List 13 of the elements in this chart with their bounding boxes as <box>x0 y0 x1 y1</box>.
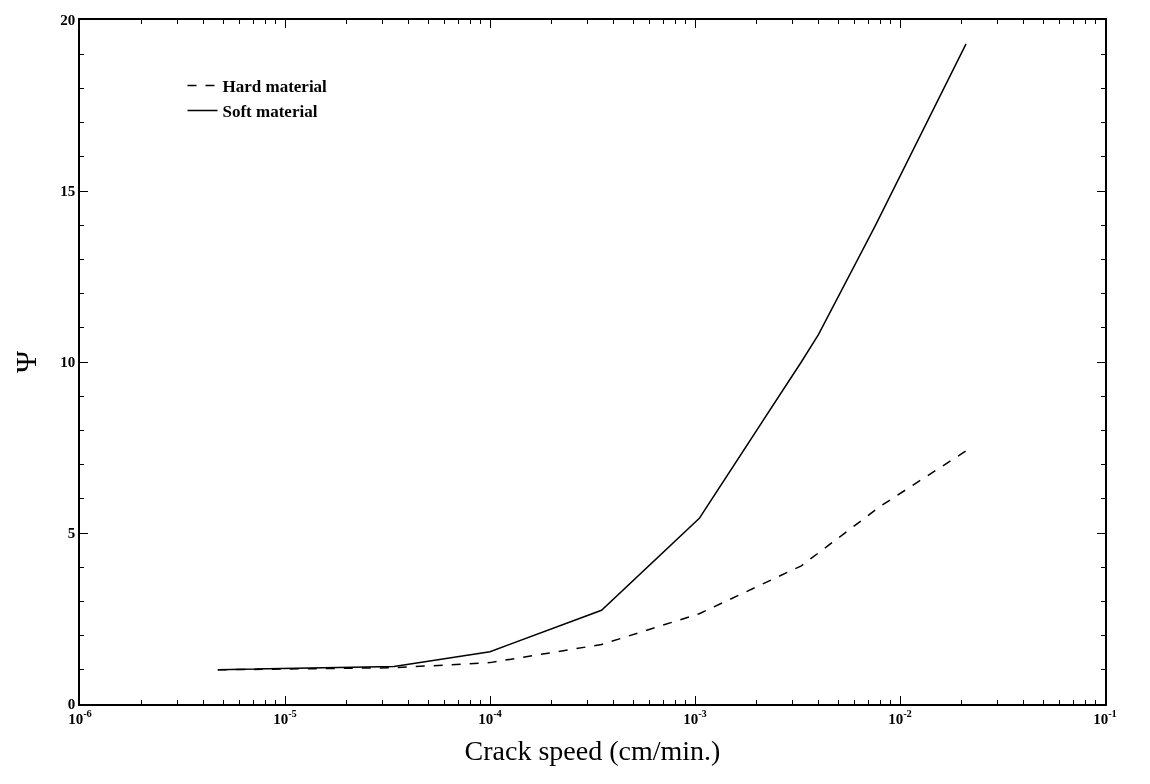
y-tick-label: 10 <box>60 354 76 371</box>
legend-label: Soft material <box>222 102 318 122</box>
x-axis-title: Crack speed (cm/min.) <box>464 735 721 767</box>
y-tick-label: 20 <box>60 12 76 29</box>
x-tick-label: 10$^{-4}$ <box>478 708 503 727</box>
x-tick-label: 10$^{-5}$ <box>273 708 297 727</box>
y-tick-label: 5 <box>67 525 76 542</box>
x-tick-label: 10$^{-1}$ <box>1093 708 1117 727</box>
legend-label: Hard material <box>222 77 328 97</box>
x-tick-label: 10$^{-2}$ <box>888 708 912 727</box>
y-tick-label: 15 <box>60 183 76 200</box>
x-tick-label: 10$^{-3}$ <box>683 708 707 727</box>
y-axis-title: Ψ <box>8 350 42 374</box>
